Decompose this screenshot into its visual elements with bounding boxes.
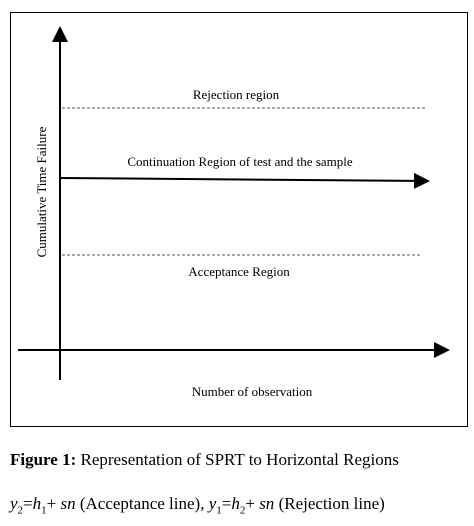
formula-part: y: [10, 494, 18, 513]
y-axis-label: Cumulative Time Failure: [34, 126, 49, 257]
region-label: Acceptance Region: [188, 264, 290, 279]
formula-part: sn: [259, 494, 275, 513]
formula-part: (Rejection line): [274, 494, 385, 513]
continuation-arrow: [59, 172, 430, 189]
formula-part: h: [231, 494, 240, 513]
caption-label: Figure 1:: [10, 450, 77, 469]
frame: [10, 12, 468, 427]
region-label: Continuation Region of test and the samp…: [127, 154, 353, 169]
formula-part: y: [208, 494, 217, 513]
caption-text: Representation of SPRT to Horizontal Reg…: [80, 450, 399, 469]
formula-part: 1: [41, 504, 47, 517]
x-axis-label: Number of observation: [192, 384, 313, 399]
diagram: Rejection region Continuation Region of …: [10, 12, 468, 427]
formula-part: 1: [216, 504, 222, 517]
formula-part: 2: [239, 504, 246, 517]
formula-part: h: [32, 494, 42, 513]
formula-part: =: [23, 494, 33, 513]
region-label: Rejection region: [193, 87, 280, 102]
caption: Figure 1: Representation of SPRT to Hori…: [10, 450, 399, 470]
formula-part: +: [46, 494, 61, 513]
formula-part: (Acceptance line),: [75, 494, 209, 513]
formula-part: sn: [60, 494, 76, 513]
formula-part: =: [221, 494, 232, 513]
formula-part: 2: [17, 504, 24, 517]
formula: y2=h1+ sn (Acceptance line), y1=h2+ sn (…: [10, 494, 385, 516]
formula-part: +: [245, 494, 260, 513]
